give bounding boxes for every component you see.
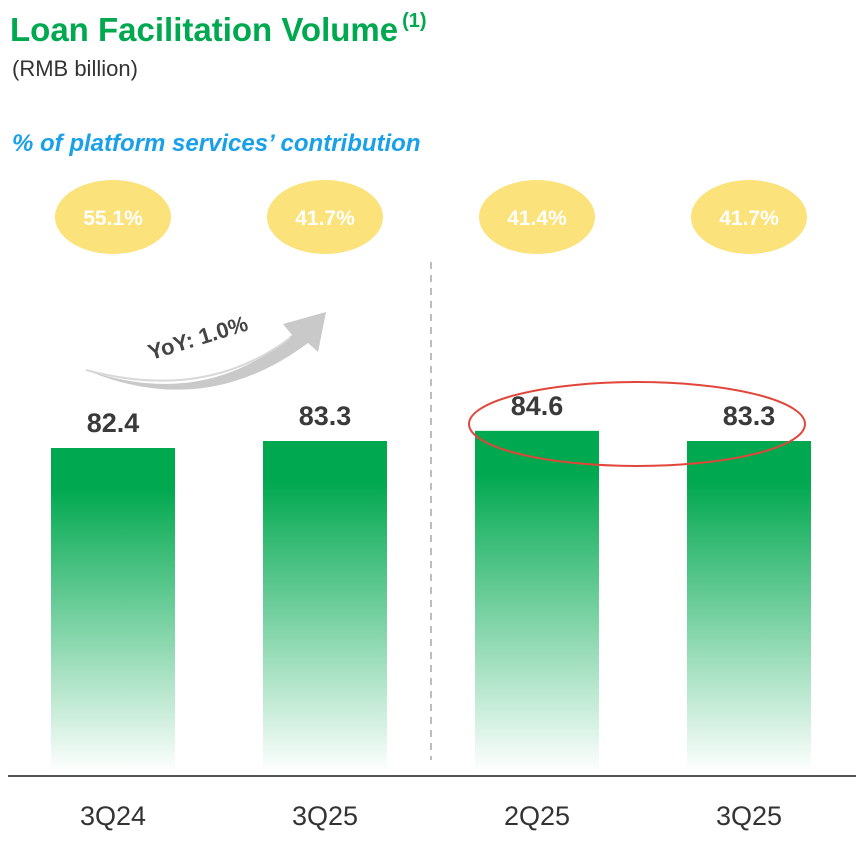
- yoy-arrow: [86, 312, 326, 390]
- value-label: 82.4: [87, 408, 140, 438]
- contribution-badge: [691, 180, 807, 254]
- contribution-badges: 55.1% 41.7% 41.4% 41.7%: [55, 180, 807, 254]
- yoy-arrow-highlight: [85, 337, 291, 382]
- chart-title: Loan Facilitation Volume (1): [10, 10, 427, 48]
- category-label: 2Q25: [504, 801, 570, 831]
- contribution-badge-label: 41.7%: [719, 207, 779, 230]
- bar-3q25-1: [263, 440, 387, 772]
- value-label: 83.3: [723, 401, 776, 431]
- highlight-ellipse: [468, 381, 806, 467]
- contribution-badge-label: 41.7%: [295, 207, 355, 230]
- contribution-badge-label: 55.1%: [83, 207, 143, 230]
- category-label: 3Q25: [716, 801, 782, 831]
- bars: [51, 430, 811, 772]
- yoy-label: YoY: 1.0%: [145, 311, 251, 365]
- bar-3q25-3: [687, 440, 811, 772]
- category-labels: 3Q24 3Q25 2Q25 3Q25: [80, 801, 782, 831]
- category-label: 3Q24: [80, 801, 146, 831]
- bar-3q24-0: [51, 448, 175, 772]
- unit-label: (RMB billion): [12, 56, 138, 81]
- contribution-badge: [55, 180, 171, 254]
- title-footnote: (1): [402, 10, 427, 32]
- yoy-annotation: YoY: 1.0%: [85, 311, 326, 390]
- bar-2q25-2: [475, 430, 599, 772]
- contribution-badge: [267, 180, 383, 254]
- value-labels: 82.4 83.3 84.6 83.3: [87, 391, 776, 438]
- contribution-heading: % of platform services’ contribution: [12, 130, 421, 157]
- value-label: 84.6: [511, 391, 564, 421]
- value-label: 83.3: [299, 401, 352, 431]
- contribution-badge: [479, 180, 595, 254]
- category-label: 3Q25: [292, 801, 358, 831]
- contribution-badge-label: 41.4%: [507, 207, 567, 230]
